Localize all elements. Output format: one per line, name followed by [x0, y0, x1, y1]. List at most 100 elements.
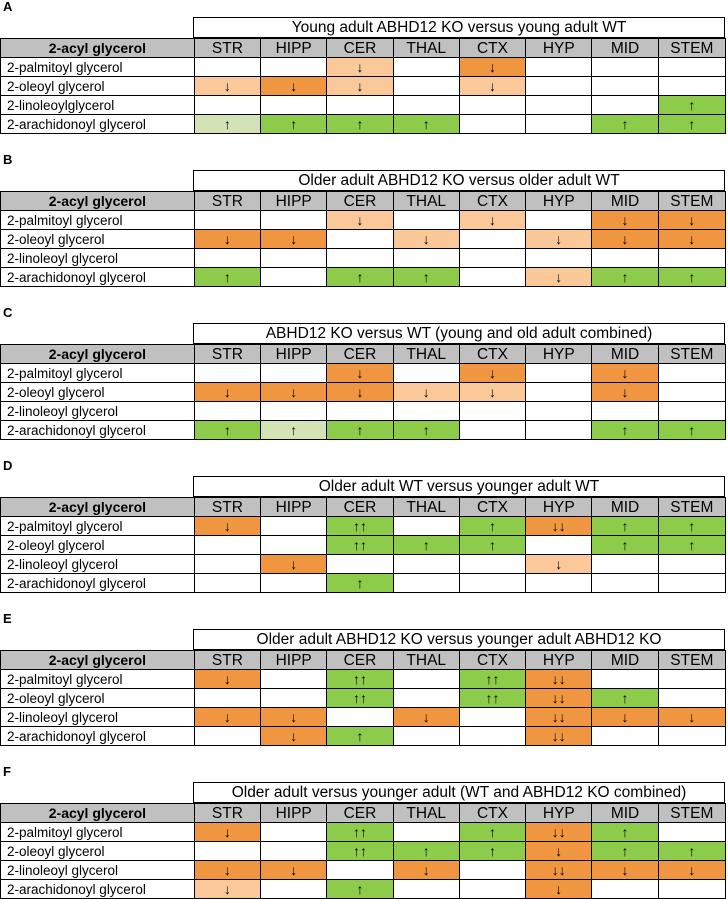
column-header-stem: STEM: [657, 344, 727, 364]
table-row: 2-oleoyl glycerol ↓ ↓ ↓ ↓ ↓ ↓: [0, 382, 727, 402]
column-header-ctx: CTX: [458, 344, 527, 364]
result-cell: [657, 554, 727, 574]
result-cell: [657, 688, 727, 708]
result-cell: ↑: [657, 535, 727, 555]
column-header-stem: STEM: [657, 650, 727, 670]
result-cell: ↓: [193, 229, 262, 249]
panel-label: C: [3, 305, 13, 320]
result-cell: [193, 95, 262, 115]
result-cell: ↑: [458, 822, 527, 842]
result-cell: ↓↓: [525, 726, 593, 746]
result-cell: [591, 879, 659, 899]
result-cell: ↓↓: [525, 688, 593, 708]
results-table: 2-acyl glycerol STR HIPP CER THAL CTX HYP MID ST…: [0, 497, 727, 593]
header-row: 2-acyl glycerol STR HIPP CER THAL CTX HYP MID ST…: [0, 38, 727, 58]
result-cell: ↓: [458, 76, 527, 96]
table-row: 2-arachidonoyl glycerol ↓ ↑ ↓↓: [0, 726, 727, 746]
result-cell: [458, 860, 527, 880]
result-cell: [260, 669, 328, 689]
result-cell: ↓: [260, 860, 328, 880]
row-label: 2-palmitoyl glycerol: [0, 363, 195, 383]
result-cell: [193, 57, 262, 77]
table-row: 2-oleoyl glycerol ↑↑ ↑ ↑ ↓ ↑ ↑: [0, 841, 727, 861]
result-cell: ↓: [326, 76, 394, 96]
result-cell: ↑: [657, 516, 727, 536]
result-cell: [260, 57, 328, 77]
row-label: 2-linoleoyl glycerol: [0, 860, 195, 880]
result-cell: ↑: [591, 420, 659, 440]
table-row: 2-oleoyl glycerol ↓ ↓ ↓ ↓ ↓ ↓: [0, 229, 727, 249]
table-row: 2-oleoyl glycerol ↓ ↓ ↓ ↓: [0, 76, 727, 96]
result-cell: ↓: [392, 707, 460, 727]
result-cell: [657, 248, 727, 268]
result-cell: ↓: [326, 57, 394, 77]
result-cell: [326, 554, 394, 574]
result-cell: ↑↑: [326, 535, 394, 555]
result-cell: [326, 401, 394, 421]
row-header-label: 2-acyl glycerol: [0, 191, 195, 211]
row-label: 2-oleoyl glycerol: [0, 229, 195, 249]
result-cell: [458, 420, 527, 440]
header-row: 2-acyl glycerol STR HIPP CER THAL CTX HYP MID ST…: [0, 344, 727, 364]
table-row: 2-linoleoyl glycerol ↓ ↓ ↓ ↓↓ ↓ ↓: [0, 707, 727, 727]
column-header-ctx: CTX: [458, 191, 527, 211]
result-cell: ↑: [326, 114, 394, 134]
column-header-cer: CER: [326, 344, 394, 364]
result-cell: ↓: [525, 879, 593, 899]
result-cell: ↑: [260, 114, 328, 134]
column-header-stem: STEM: [657, 497, 727, 517]
result-cell: ↓: [392, 229, 460, 249]
result-cell: ↓: [326, 210, 394, 230]
row-header-label: 2-acyl glycerol: [0, 344, 195, 364]
results-table: 2-acyl glycerol STR HIPP CER THAL CTX HYP MID ST…: [0, 191, 727, 287]
result-cell: ↑: [458, 841, 527, 861]
result-cell: [458, 401, 527, 421]
column-header-cer: CER: [326, 497, 394, 517]
result-cell: ↓: [458, 210, 527, 230]
column-header-cer: CER: [326, 650, 394, 670]
result-cell: ↓: [657, 707, 727, 727]
result-cell: [458, 707, 527, 727]
result-cell: [392, 210, 460, 230]
result-cell: ↓: [193, 822, 262, 842]
result-cell: [657, 669, 727, 689]
result-cell: ↓: [657, 860, 727, 880]
result-cell: [193, 210, 262, 230]
result-cell: [260, 210, 328, 230]
column-header-str: STR: [193, 650, 262, 670]
result-cell: ↑: [591, 267, 659, 287]
result-cell: [591, 57, 659, 77]
result-cell: ↑: [326, 267, 394, 287]
result-cell: ↓: [525, 267, 593, 287]
result-cell: [260, 516, 328, 536]
result-cell: [193, 841, 262, 861]
result-cell: [657, 382, 727, 402]
result-cell: ↓: [193, 516, 262, 536]
result-cell: [657, 573, 727, 593]
result-cell: [525, 114, 593, 134]
result-cell: ↑: [326, 879, 394, 899]
table-row: 2-palmitoyl glycerol ↓ ↓ ↓: [0, 363, 727, 383]
column-header-str: STR: [193, 344, 262, 364]
result-cell: ↑↑: [326, 669, 394, 689]
header-row: 2-acyl glycerol STR HIPP CER THAL CTX HYP MID ST…: [0, 497, 727, 517]
row-label: 2-oleoyl glycerol: [0, 76, 195, 96]
result-cell: [193, 401, 262, 421]
result-cell: ↓↓: [525, 669, 593, 689]
result-cell: [392, 516, 460, 536]
column-header-hipp: HIPP: [260, 38, 328, 58]
result-cell: [193, 688, 262, 708]
column-header-thal: THAL: [392, 803, 460, 823]
column-header-thal: THAL: [392, 38, 460, 58]
result-cell: ↓: [260, 554, 328, 574]
column-header-hipp: HIPP: [260, 191, 328, 211]
result-cell: [525, 248, 593, 268]
result-cell: ↓↓: [525, 822, 593, 842]
result-cell: [591, 95, 659, 115]
table-row: 2-linoleoyl glycerol: [0, 401, 727, 421]
result-cell: [458, 267, 527, 287]
result-cell: [657, 76, 727, 96]
result-cell: [525, 535, 593, 555]
result-cell: [657, 726, 727, 746]
header-row: 2-acyl glycerol STR HIPP CER THAL CTX HYP MID ST…: [0, 803, 727, 823]
